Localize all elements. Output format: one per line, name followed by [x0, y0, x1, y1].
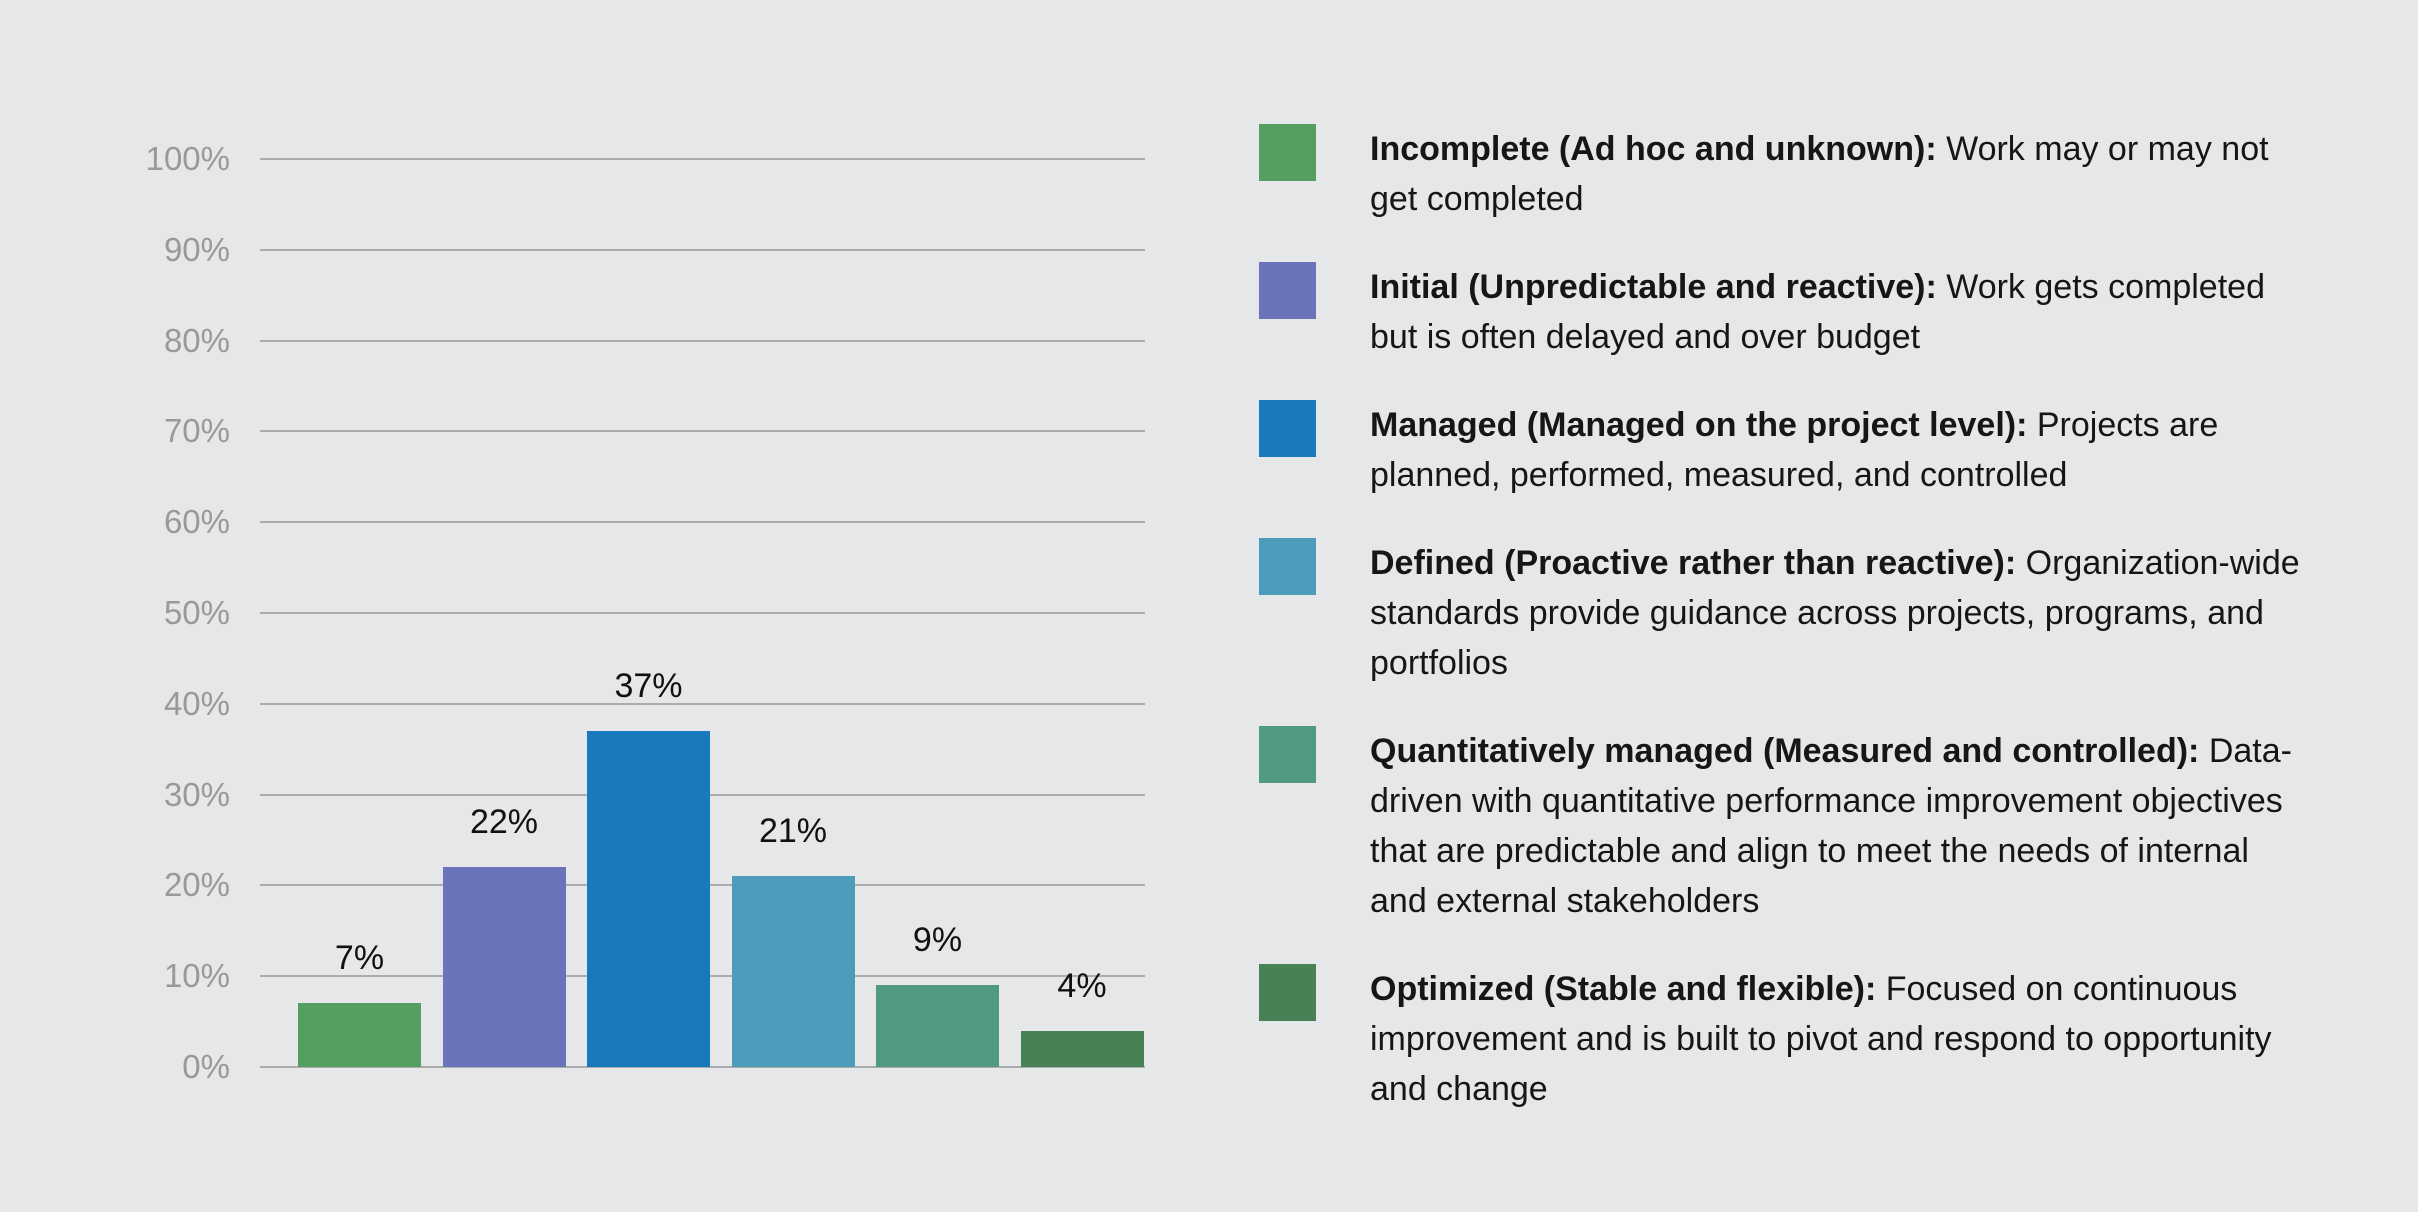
- legend-item-text: Incomplete (Ad hoc and unknown): Work ma…: [1370, 124, 2315, 224]
- legend-item-text: Initial (Unpredictable and reactive): Wo…: [1370, 262, 2315, 362]
- y-axis-tick-label: 10%: [163, 957, 230, 995]
- y-axis-tick-label: 20%: [163, 866, 230, 904]
- bar-value-label: 4%: [1057, 966, 1107, 1005]
- gridline: [260, 702, 1145, 705]
- bar-value-label: 9%: [912, 921, 963, 960]
- legend-item-5: Quantitatively managed (Measured and con…: [1259, 726, 2319, 926]
- legend-item-1: Incomplete (Ad hoc and unknown): Work ma…: [1259, 124, 2319, 224]
- y-axis-tick-label: 50%: [163, 594, 230, 631]
- legend-item-text: Defined (Proactive rather than reactive)…: [1370, 538, 2315, 688]
- bar-value-label: 22%: [469, 803, 539, 842]
- y-axis-tick-label: 40%: [163, 684, 230, 722]
- legend-item-6: Optimized (Stable and flexible): Focused…: [1259, 964, 2319, 1114]
- legend-term: Quantitatively managed (Measured and con…: [1370, 732, 2200, 770]
- y-axis-tick-label: 100%: [145, 140, 230, 177]
- legend-swatch-icon: [1259, 964, 1316, 1021]
- bar-value-label: 21%: [758, 812, 828, 851]
- legend-item-text: Quantitatively managed (Measured and con…: [1370, 726, 2315, 926]
- bar-value-label: 7%: [334, 939, 385, 978]
- gridline: [260, 339, 1145, 342]
- legend-swatch-icon: [1259, 262, 1316, 319]
- legend: Incomplete (Ad hoc and unknown): Work ma…: [1259, 124, 2319, 1152]
- legend-item-text: Managed (Managed on the project level): …: [1370, 400, 2315, 500]
- gridline: [260, 248, 1145, 251]
- bar-value-label: 37%: [614, 667, 683, 706]
- legend-swatch-icon: [1259, 400, 1316, 457]
- bar-2: [442, 867, 566, 1067]
- y-axis-tick-label: 30%: [163, 775, 230, 813]
- bar-4: [731, 876, 855, 1067]
- legend-description: Data-driven with quantitative performanc…: [1370, 732, 2292, 920]
- bar-1: [298, 1003, 421, 1067]
- y-axis-tick-label: 80%: [163, 321, 230, 359]
- bar-6: [1020, 1030, 1144, 1067]
- y-axis-tick-label: 0%: [182, 1048, 230, 1085]
- legend-description: Projects are planned, performed, measure…: [1370, 406, 2219, 494]
- legend-swatch-icon: [1259, 124, 1316, 181]
- gridline: [260, 521, 1145, 524]
- y-axis-tick-label: 70%: [163, 412, 230, 450]
- legend-item-4: Defined (Proactive rather than reactive)…: [1259, 538, 2319, 688]
- legend-item-3: Managed (Managed on the project level): …: [1259, 400, 2319, 500]
- legend-description: Organization-wide standards provide guid…: [1370, 544, 2300, 682]
- gridline: [260, 158, 1145, 160]
- bar-3: [587, 731, 710, 1067]
- y-axis-tick-label: 90%: [163, 230, 230, 268]
- bar-5: [876, 985, 999, 1067]
- legend-item-2: Initial (Unpredictable and reactive): Wo…: [1259, 262, 2319, 362]
- legend-description: Focused on continuous improvement and is…: [1370, 970, 2272, 1108]
- legend-swatch-icon: [1259, 538, 1316, 595]
- legend-term: Managed (Managed on the project level):: [1370, 406, 2028, 444]
- legend-term: Initial (Unpredictable and reactive):: [1370, 268, 1937, 306]
- legend-description: Work may or may not get completed: [1370, 130, 2269, 218]
- legend-term: Optimized (Stable and flexible):: [1370, 970, 1877, 1008]
- gridline: [260, 430, 1145, 433]
- gridline: [260, 612, 1145, 614]
- legend-item-text: Optimized (Stable and flexible): Focused…: [1370, 964, 2315, 1114]
- legend-term: Defined (Proactive rather than reactive)…: [1370, 544, 2017, 582]
- legend-term: Incomplete (Ad hoc and unknown):: [1370, 130, 1937, 168]
- plot-area: 0% 10% 20% 30% 40% 50% 60% 70% 80% 90% 100% 7% 22% 37…: [146, 140, 1145, 1085]
- legend-description: Work gets completed but is often delayed…: [1370, 268, 2265, 356]
- legend-swatch-icon: [1259, 726, 1316, 783]
- gridline: [260, 1066, 1145, 1068]
- y-axis-tick-label: 60%: [163, 503, 230, 541]
